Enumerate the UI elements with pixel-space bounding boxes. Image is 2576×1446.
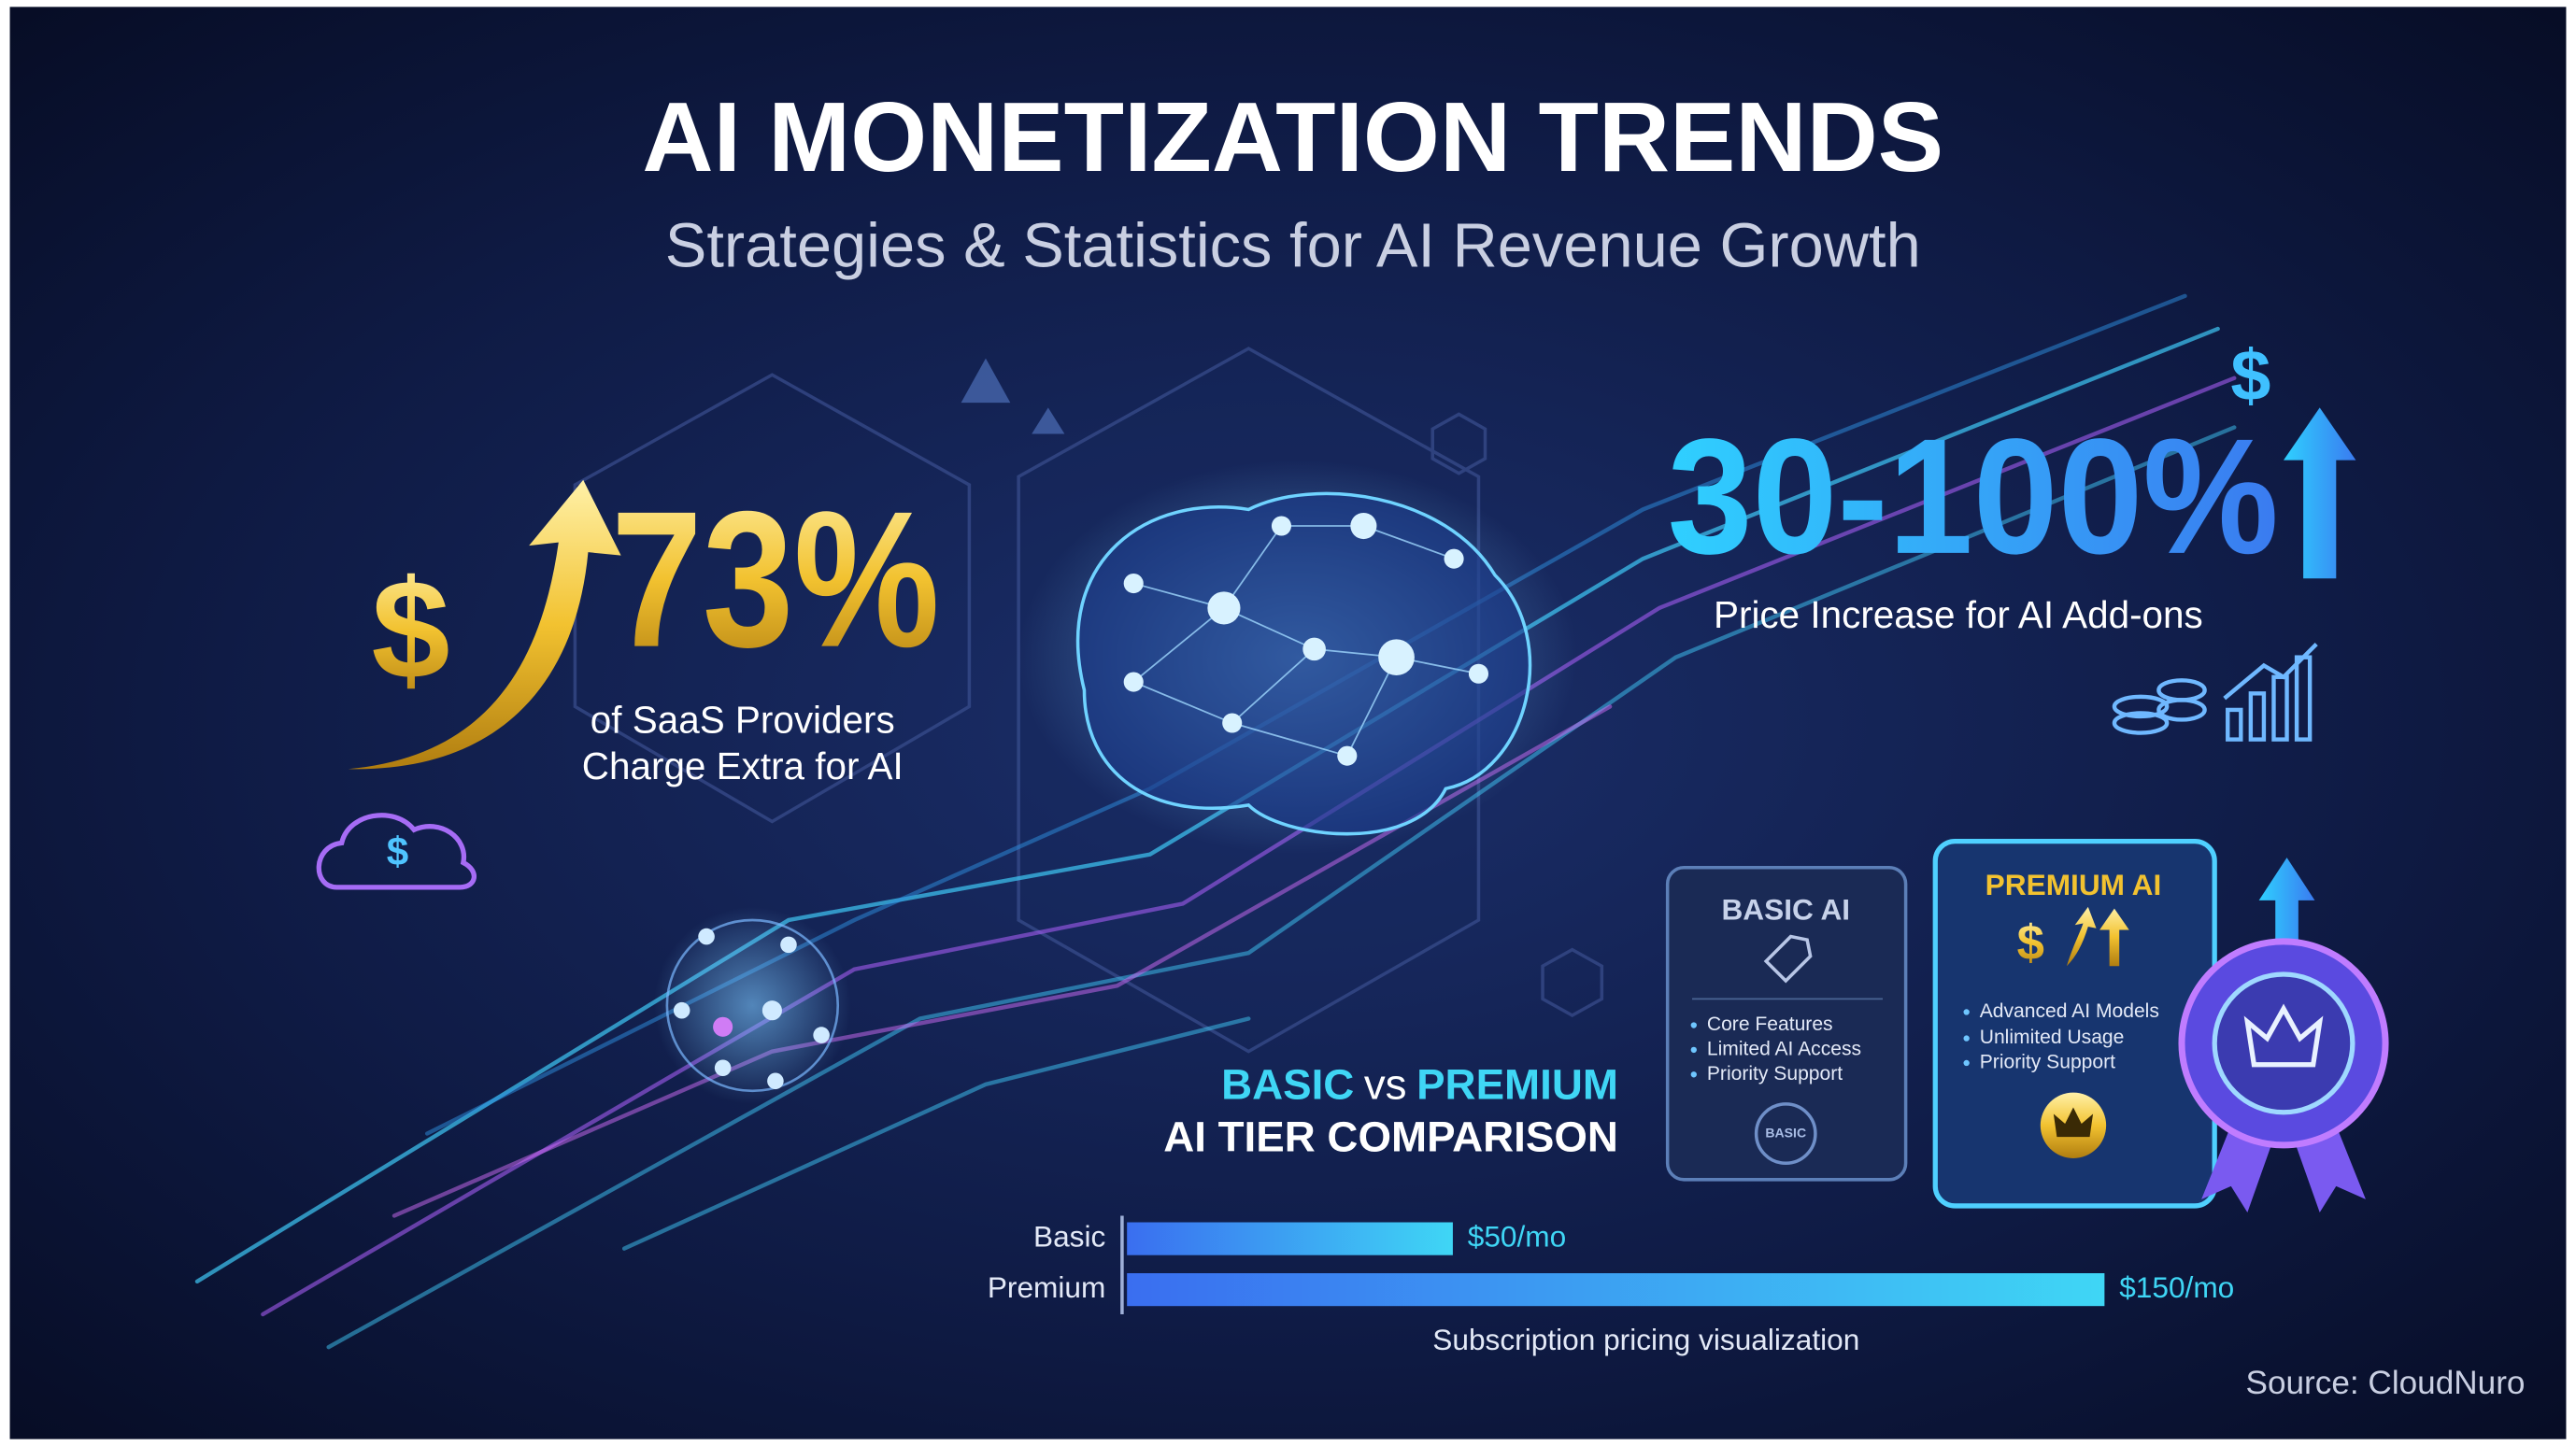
crown bbox=[2053, 1107, 2094, 1138]
stat-value: 73% bbox=[611, 471, 940, 688]
premium-icon: $ bbox=[2017, 915, 2044, 971]
bar bbox=[1127, 1273, 2105, 1307]
feature: Advanced AI Models bbox=[1980, 1000, 2159, 1022]
value-label: $150/mo bbox=[2119, 1270, 2234, 1304]
bullets bbox=[1963, 1009, 1970, 1067]
ribbon-badge bbox=[2178, 938, 2389, 1212]
bullets bbox=[1690, 1022, 1697, 1078]
stat-caption: Charge Extra for AI bbox=[582, 744, 904, 787]
basic-word: BASIC bbox=[1221, 1060, 1354, 1108]
basic-badge-label: BASIC bbox=[1765, 1125, 1806, 1140]
tag-icon bbox=[1763, 934, 1813, 984]
stat-currency: $ bbox=[2230, 336, 2270, 417]
stat-currency: $ bbox=[372, 551, 450, 709]
basic-card bbox=[1665, 865, 1908, 1182]
decor-brain bbox=[1018, 460, 1577, 855]
up-arrow bbox=[2258, 858, 2315, 945]
comparison-subtitle: AI TIER COMPARISON bbox=[1163, 1113, 1618, 1161]
value-label: $50/mo bbox=[1468, 1219, 1566, 1253]
basic-badge bbox=[1754, 1102, 1817, 1165]
gold-arrow bbox=[348, 479, 621, 770]
pricing-chart: Basic $50/mo Premium $150/mo bbox=[988, 1219, 2234, 1307]
tier-name: BASIC AI bbox=[1721, 893, 1850, 927]
premium-word: PREMIUM bbox=[1416, 1060, 1618, 1108]
cloud-icon bbox=[316, 813, 477, 890]
stat-caption: Price Increase for AI Add-ons bbox=[1714, 593, 2203, 636]
coins-chart-icon bbox=[2112, 643, 2318, 742]
category-label: Premium bbox=[988, 1270, 1106, 1304]
bar bbox=[1127, 1222, 1453, 1255]
chart-caption: Subscription pricing visualization bbox=[1432, 1323, 1859, 1356]
stat-value: 30-100% bbox=[1668, 405, 2279, 588]
feature: Unlimited Usage bbox=[1980, 1027, 2125, 1048]
feature: Priority Support bbox=[1980, 1052, 2115, 1073]
cloud-icon-label: $ bbox=[387, 829, 408, 873]
source: Source: CloudNuro bbox=[2246, 1365, 2526, 1401]
stat-caption: of SaaS Providers bbox=[591, 699, 895, 742]
category-label: Basic bbox=[1033, 1219, 1105, 1253]
premium-arrows bbox=[2066, 906, 2129, 967]
comparison-title: BASIC vs PREMIUM bbox=[1221, 1060, 1618, 1108]
decor-sphere bbox=[653, 906, 851, 1104]
up-arrow bbox=[2284, 407, 2356, 579]
feature: Priority Support bbox=[1707, 1063, 1843, 1084]
feature: Core Features bbox=[1707, 1014, 1833, 1035]
tier-name: PREMIUM AI bbox=[1985, 868, 2162, 901]
feature: Limited AI Access bbox=[1707, 1038, 1861, 1059]
title: AI MONETIZATION TRENDS bbox=[642, 83, 1943, 192]
vs-word: vs bbox=[1364, 1060, 1407, 1108]
subtitle: Strategies & Statistics for AI Revenue G… bbox=[665, 211, 1921, 280]
